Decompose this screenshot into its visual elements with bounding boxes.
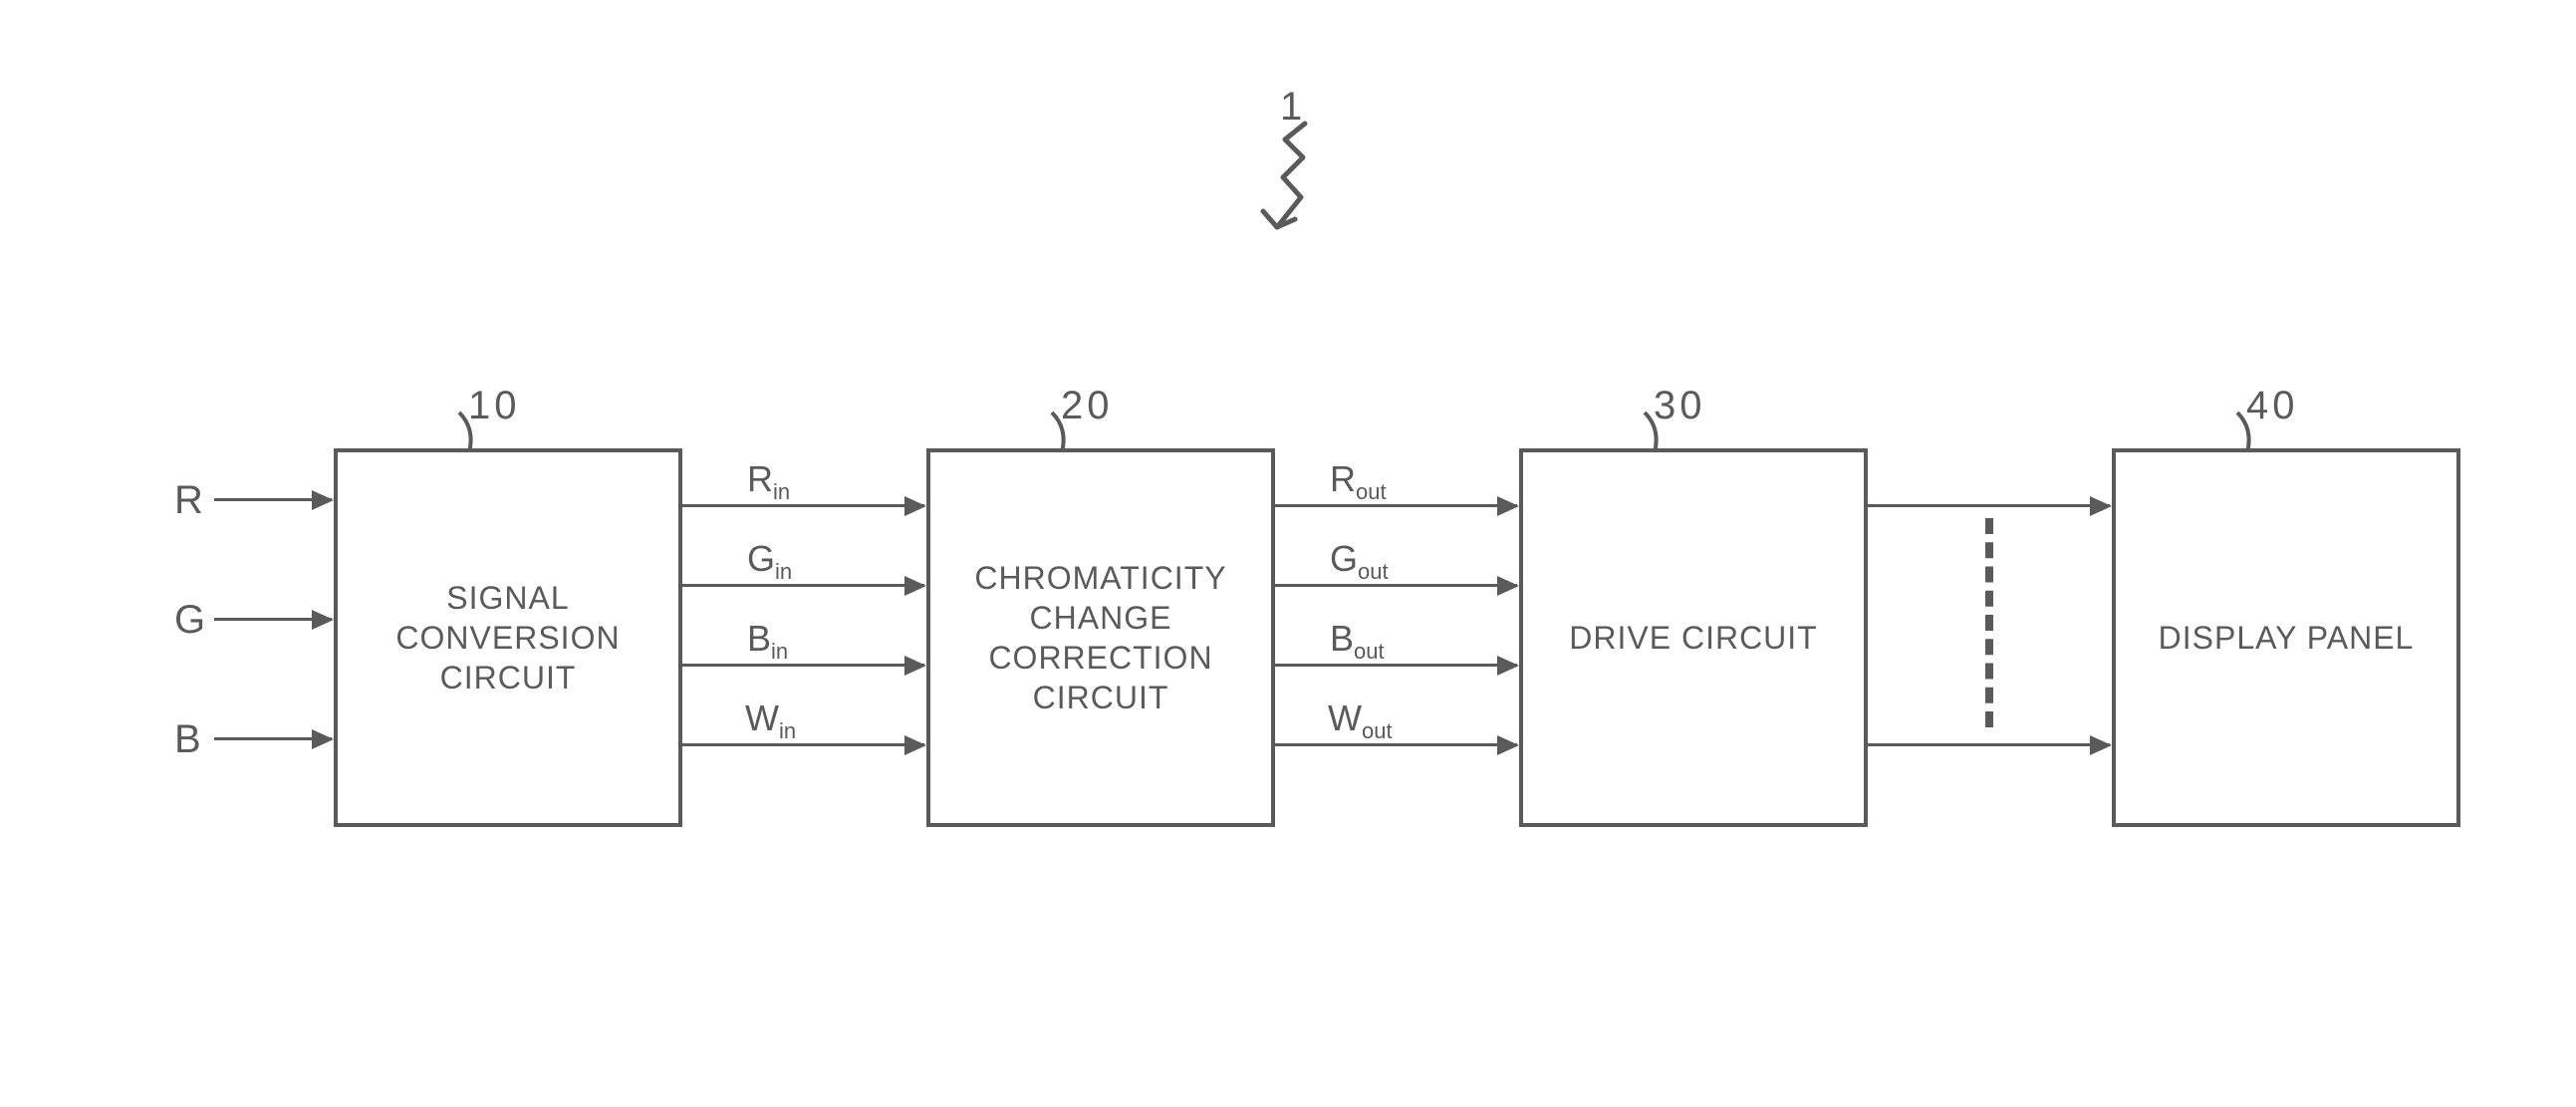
block-20-number: 20 <box>1061 384 1114 428</box>
signal-label-wout: Wout <box>1328 697 1393 744</box>
signal-underline-win <box>682 743 852 746</box>
block-display-panel: DISPLAY PANEL <box>2112 448 2460 827</box>
block-30-text: DRIVE CIRCUIT <box>1569 618 1817 658</box>
input-label-g: G <box>174 598 205 643</box>
signal-label-gout: Gout <box>1330 538 1389 585</box>
arrow-drive-top <box>1868 504 2110 507</box>
block-drive-circuit: DRIVE CIRCUIT <box>1519 448 1868 827</box>
block-20-text: CHROMATICITYCHANGECORRECTIONCIRCUIT <box>974 558 1226 717</box>
signal-underline-bin <box>682 664 852 667</box>
block-diagram-canvas: 1 10 SIGNALCONVERSIONCIRCUIT 20 CHROMATI… <box>0 0 2576 1107</box>
signal-underline-rin <box>682 504 852 507</box>
figure-ref-label: 1 <box>1280 85 1302 130</box>
dashed-bundle-icon <box>1985 518 1993 727</box>
arrow-gin <box>852 584 924 587</box>
signal-underline-gout <box>1275 584 1444 587</box>
arrow-wout <box>1444 743 1517 746</box>
block-40-text: DISPLAY PANEL <box>2159 618 2415 658</box>
arrow-rin <box>852 504 924 507</box>
input-label-r: R <box>174 478 203 523</box>
arrow-win <box>852 743 924 746</box>
block-10-text: SIGNALCONVERSIONCIRCUIT <box>395 578 620 697</box>
block-signal-conversion: SIGNALCONVERSIONCIRCUIT <box>334 448 682 827</box>
block-40-number: 40 <box>2246 384 2299 428</box>
block-10-number: 10 <box>468 384 521 428</box>
signal-underline-wout <box>1275 743 1444 746</box>
block-chromaticity-correction: CHROMATICITYCHANGECORRECTIONCIRCUIT <box>926 448 1275 827</box>
signal-label-rin: Rin <box>747 458 790 505</box>
figure-ref-arrow-icon <box>1255 120 1325 249</box>
signal-label-bin: Bin <box>747 618 788 665</box>
arrow-input-g <box>214 618 332 621</box>
block-30-number: 30 <box>1654 384 1706 428</box>
signal-label-win: Win <box>745 697 796 744</box>
signal-label-bout: Bout <box>1330 618 1385 665</box>
signal-underline-rout <box>1275 504 1444 507</box>
arrow-rout <box>1444 504 1517 507</box>
input-label-b: B <box>174 717 201 762</box>
signal-label-gin: Gin <box>747 538 792 585</box>
arrow-bout <box>1444 664 1517 667</box>
arrow-input-r <box>214 498 332 501</box>
arrow-drive-bottom <box>1868 743 2110 746</box>
signal-label-rout: Rout <box>1330 458 1387 505</box>
signal-underline-gin <box>682 584 852 587</box>
arrow-gout <box>1444 584 1517 587</box>
arrow-bin <box>852 664 924 667</box>
arrow-input-b <box>214 737 332 740</box>
signal-underline-bout <box>1275 664 1444 667</box>
